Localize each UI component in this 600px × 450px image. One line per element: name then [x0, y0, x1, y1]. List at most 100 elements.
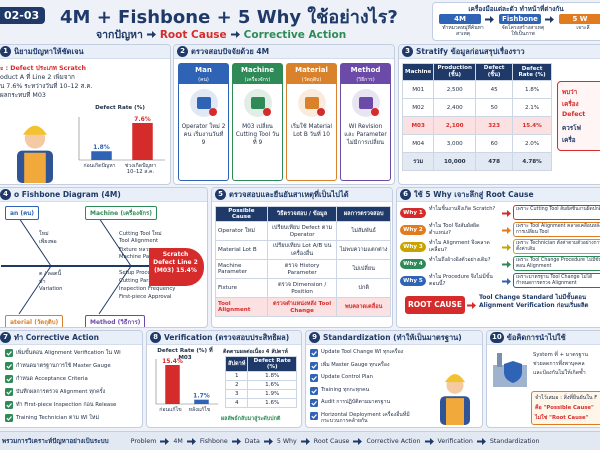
section: 5 ตรวจสอบและยืนยันสาเหตุที่เป็นไปได้ Possi… [211, 187, 393, 328]
note-line: Defect [562, 111, 586, 118]
chart-title: Defect Rate (%) [95, 105, 145, 111]
factor-icon [244, 89, 272, 117]
why-question: ทำไม Tool จึงสัมผัสผิดตำแหน่ง? [429, 223, 480, 236]
shield [504, 361, 522, 383]
arrow-shape [353, 437, 363, 445]
table-header-cell: วิธีตรวจสอบ / ข้อมูล [266, 206, 338, 222]
bone-item: เพียงพอ [39, 239, 57, 245]
table-header-cell: Possible Cause [215, 206, 268, 222]
subtitle: จากปัญหา Root Cause Corrective Action [96, 26, 346, 43]
problem-line: ผลกระทบที่ M03 [0, 92, 46, 99]
section: 7 ทำ Corrective Action เพิ่มขั้นตอน Alignm… [0, 330, 143, 428]
bone-label: Machine (เครื่องจักร) [85, 206, 158, 220]
bone-item: Inspection Frequency [119, 286, 176, 292]
check-icon [5, 414, 13, 422]
problem-line: น 7.6% ระหว่างวันที่ 10–12 ส.ค. [0, 83, 93, 90]
check-icon [5, 362, 13, 370]
arrow-shape [467, 302, 476, 309]
helmet [23, 125, 47, 135]
action-item: บันทึกผลการตรวจ Alignment ทุกครั้ง [16, 389, 106, 395]
lesson-line: System ที่ + มาตรฐาน [533, 352, 589, 358]
why-question: ทำไม Alignment จึงคลาดเคลื่อน? [429, 240, 490, 253]
chimney [497, 353, 502, 367]
check-icon [5, 349, 13, 357]
arrow [160, 437, 170, 445]
why-answer: เพราะ Cutting Tool สัมผัสชิ้นงานผิดปกติ [513, 205, 600, 220]
standard-item: เพิ่ม Master Gauge ทุกเครื่อง [321, 361, 390, 368]
tools-title: เครื่องมือแต่ละตัว ทำหน้าที่ต่างกัน [468, 5, 564, 13]
bone [18, 217, 52, 267]
footer-step: Verification [437, 437, 473, 445]
vest [24, 152, 46, 183]
arrow [502, 210, 511, 217]
tool-desc: เจาะลึ [576, 25, 590, 31]
section-header: 10 ข้อคิดการนำไปใช้ [487, 331, 600, 345]
bone-item: Tool Alignment [119, 238, 159, 244]
footer-step: Data [244, 437, 260, 445]
bar-chart: Defect Rate (%) 1.8% 7.6% ก่อนเกิดปัญหา ช่วง… [73, 105, 167, 183]
check-box [5, 375, 13, 383]
standard-item: Update Control Plan [321, 374, 373, 380]
table-cell: 4.78% [512, 152, 552, 171]
table-cell: Operator ใหม่ [215, 221, 268, 241]
arrow [502, 278, 511, 285]
bone-item: Cutting Parameter [119, 278, 168, 284]
table-cell: 15.4% [512, 116, 552, 135]
check-box [5, 349, 13, 357]
bone-item: Fixture หลวม [119, 247, 152, 253]
section-title: o Fishbone Diagram (4M) [14, 190, 121, 199]
arrow-shape [502, 210, 511, 217]
check-box [310, 361, 318, 370]
icon-shape [197, 97, 211, 109]
table-cell: 3,000 [433, 134, 477, 153]
bone [98, 265, 132, 315]
footer-step: Fishbone [199, 437, 228, 445]
check-icon [310, 374, 318, 382]
section-number: 6 [400, 189, 411, 200]
table-header-row: สัปดาห์ Defect Rate (%) [224, 356, 297, 372]
bone-item: Variation [39, 286, 63, 292]
check-icon [5, 388, 13, 396]
table-header-cell: Defect Rate (%) [247, 356, 297, 372]
footer-step: Problem [130, 437, 157, 445]
check-icon [310, 349, 318, 357]
arrow-shape [230, 31, 240, 38]
check-mark [6, 377, 12, 382]
factor-name: Man [179, 64, 228, 76]
table-header-cell: สัปดาห์ [224, 356, 249, 372]
check-mark [311, 388, 317, 394]
footer: พรวมการวิเคราะห์ปัญหาอย่างเป็นระบบ Proble… [0, 431, 600, 450]
section-header: 3 Stratify ข้อมูลก่อนสรุปเรื่องราว [399, 45, 600, 59]
standard-item: Training ทุกกะทุกคน [321, 386, 370, 393]
table-row: M01 2,500 45 1.8% [401, 80, 552, 99]
bar [132, 123, 153, 160]
section-title: Stratify ข้อมูลก่อนสรุปเรื่องราว [416, 46, 525, 56]
arrow [476, 437, 486, 445]
bone [18, 265, 52, 315]
bone-label: an (คน) [5, 206, 40, 220]
icon-shape [359, 97, 373, 109]
why-label: Why 5 [400, 276, 426, 286]
check-mark [311, 413, 317, 419]
factor-finding: M03 เปลี่ยน Cutting Tool วันที่ 9 [235, 124, 280, 146]
result: ผลลัพธ์กลับมาสู่ระดับปกติ [221, 416, 281, 422]
table-cell: M01 [401, 80, 435, 99]
table-row: 4 1.6% [224, 398, 297, 408]
arrow [467, 302, 476, 309]
tools-box: เครื่องมือแต่ละตัว ทำหน้าที่ต่างกัน 4M ทำห… [432, 2, 600, 41]
note-line: เครื่อ [562, 137, 576, 144]
check-icon [310, 386, 318, 395]
table-cell: 60 [475, 134, 514, 153]
why-label: Why 2 [400, 225, 426, 235]
problem-line: oduct A ที่ Line 2 เพิ่มจาก [0, 74, 75, 81]
worker-illustration [440, 374, 470, 425]
factor-sub: (คน) [179, 76, 228, 84]
table-cell: 2.1% [512, 98, 552, 117]
bone-label: aterial (วัตถุดิบ) [5, 315, 64, 327]
table-row: M04 3,000 60 2.0% [401, 134, 552, 153]
section-title: ข้อคิดการนำไปใช้ [506, 332, 566, 342]
check-mark [311, 351, 317, 356]
